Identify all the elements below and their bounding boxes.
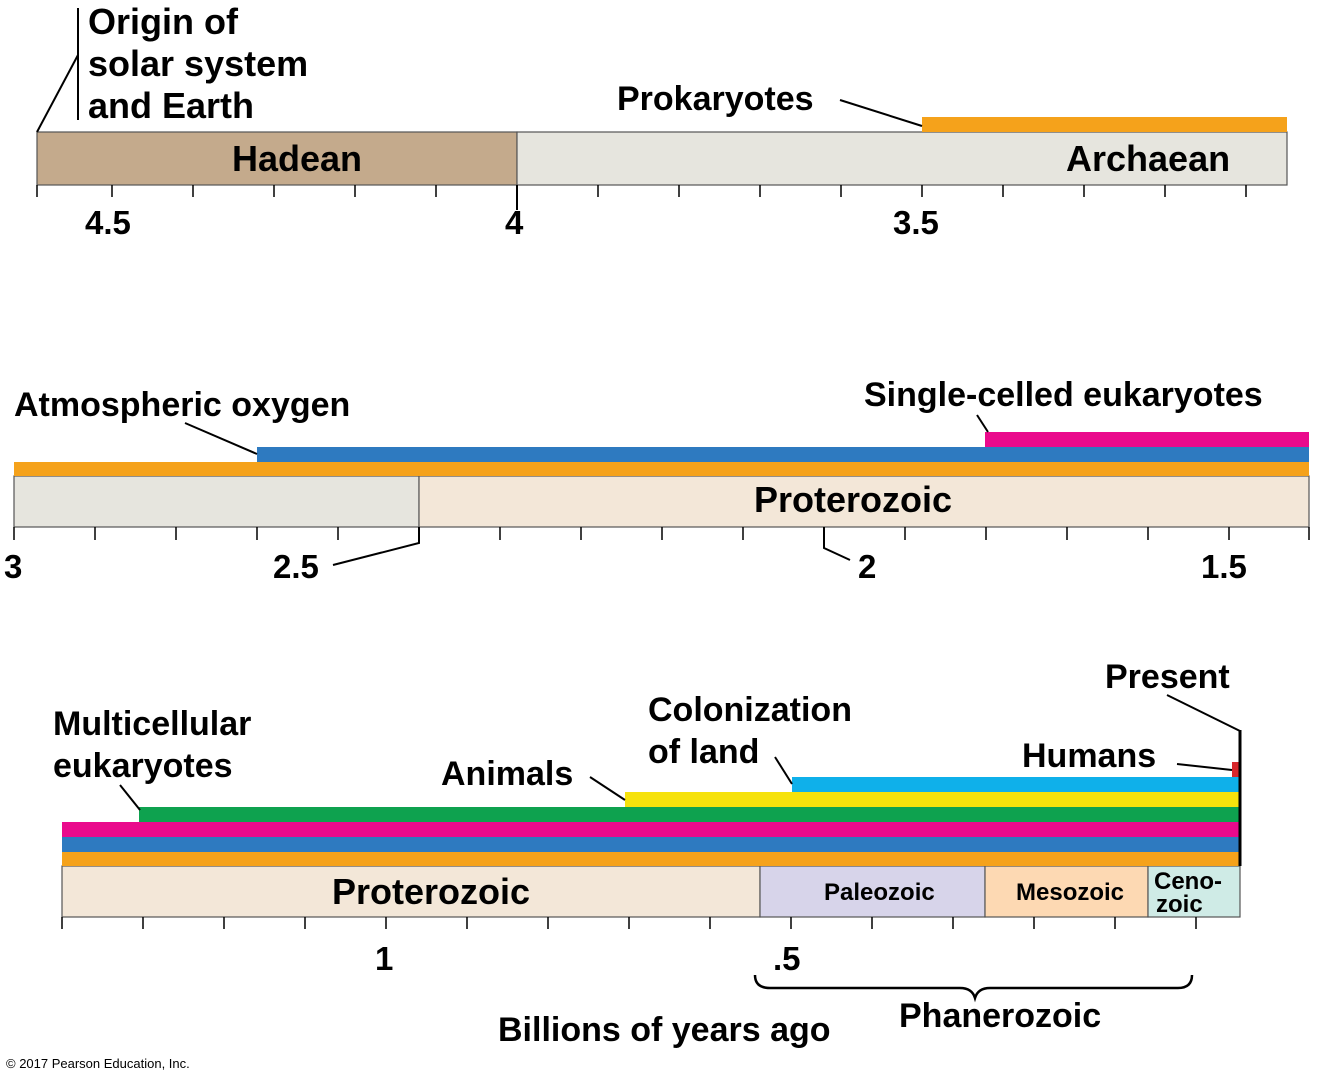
humans-label: Humans <box>1022 737 1156 775</box>
proterozoic-eon-box-2 <box>418 475 1310 528</box>
multicellular-leader-line <box>119 784 141 811</box>
tick-label-2: 2 <box>858 548 876 585</box>
tick-label-1: 1 <box>375 940 393 977</box>
colonization-label-line1: Colonization <box>648 691 852 729</box>
paleozoic-label: Paleozoic <box>824 879 935 906</box>
origin-label-line2: solar system <box>88 43 308 84</box>
proterozoic-label-2: Proterozoic <box>754 479 952 520</box>
panel-3: Present Multicellular eukaryotes Coloniz… <box>53 658 1242 1049</box>
oxygen-leader-line <box>184 422 258 455</box>
tick-label-4-5: 4.5 <box>85 204 131 241</box>
cenozoic-era-box <box>1147 865 1241 918</box>
prokaryotes-bar-2 <box>14 462 1309 476</box>
tick-label-4: 4 <box>505 204 524 241</box>
panel-1: Origin of solar system and Earth Prokary… <box>36 1 1288 241</box>
cenozoic-label-line2: zoic <box>1156 891 1203 918</box>
tick-label-3: 3 <box>4 548 22 585</box>
archaean-eon-box-2 <box>13 475 420 528</box>
humans-leader-line <box>1176 763 1233 771</box>
prokaryotes-leader-line <box>839 99 923 127</box>
land-bar <box>792 777 1240 792</box>
tick-label-1-5: 1.5 <box>1201 548 1247 585</box>
copyright-notice: © 2017 Pearson Education, Inc. <box>6 1056 190 1071</box>
animals-label: Animals <box>441 755 573 793</box>
panel-1-ticks <box>36 185 1247 210</box>
prokaryotes-bar-3 <box>62 852 1240 866</box>
tick-label-3-5: 3.5 <box>893 204 939 241</box>
multicellular-label-line2: eukaryotes <box>53 747 233 785</box>
multicellular-label-line1: Multicellular <box>53 705 251 743</box>
panel-2: Atmospheric oxygen Single-celled eukaryo… <box>4 376 1310 585</box>
humans-bar <box>1232 762 1240 777</box>
tick-label-2-5: 2.5 <box>273 548 319 585</box>
colonization-leader-line <box>774 756 793 785</box>
proterozoic-eon-box-3 <box>61 865 761 918</box>
panel-3-ticks <box>61 917 1197 929</box>
oxygen-bar-3 <box>62 837 1240 852</box>
cenozoic-label-line1: Ceno- <box>1154 868 1222 895</box>
mesozoic-era-box <box>984 865 1149 918</box>
archaean-label: Archaean <box>1066 138 1230 179</box>
multicellular-bar <box>139 807 1240 822</box>
paleozoic-era-box <box>759 865 986 918</box>
archaean-eon-box <box>516 131 1288 186</box>
oxygen-bar <box>257 447 1309 462</box>
single-celled-label: Single-celled eukaryotes <box>864 376 1263 414</box>
tick-2-leader <box>823 527 851 561</box>
present-label: Present <box>1105 658 1230 696</box>
mesozoic-label: Mesozoic <box>1016 879 1124 906</box>
prokaryotes-label: Prokaryotes <box>617 80 814 118</box>
axis-label: Billions of years ago <box>498 1011 831 1049</box>
colonization-label-line2: of land <box>648 733 759 771</box>
prokaryotes-bar <box>922 117 1287 132</box>
animals-leader-line <box>589 776 626 801</box>
single-celled-bar <box>985 432 1309 447</box>
single-celled-leader-line <box>976 414 989 433</box>
hadean-label: Hadean <box>232 138 362 179</box>
hadean-eon-box <box>36 131 518 186</box>
origin-pointer-line <box>36 54 79 133</box>
animals-bar <box>625 792 1240 807</box>
proterozoic-label-3: Proterozoic <box>332 871 530 912</box>
origin-label-line3: and Earth <box>88 85 254 126</box>
oxygen-label: Atmospheric oxygen <box>14 386 350 424</box>
phanerozoic-label: Phanerozoic <box>899 997 1101 1035</box>
origin-label-line1: Origin of <box>88 1 239 42</box>
tick-label-0-5: .5 <box>773 940 801 977</box>
phanerozoic-brace <box>753 974 1194 1003</box>
present-leader-line <box>1166 694 1241 732</box>
single-celled-bar-3 <box>62 822 1240 837</box>
panel-2-ticks <box>13 527 1310 540</box>
tick-2-5-leader <box>332 527 420 566</box>
